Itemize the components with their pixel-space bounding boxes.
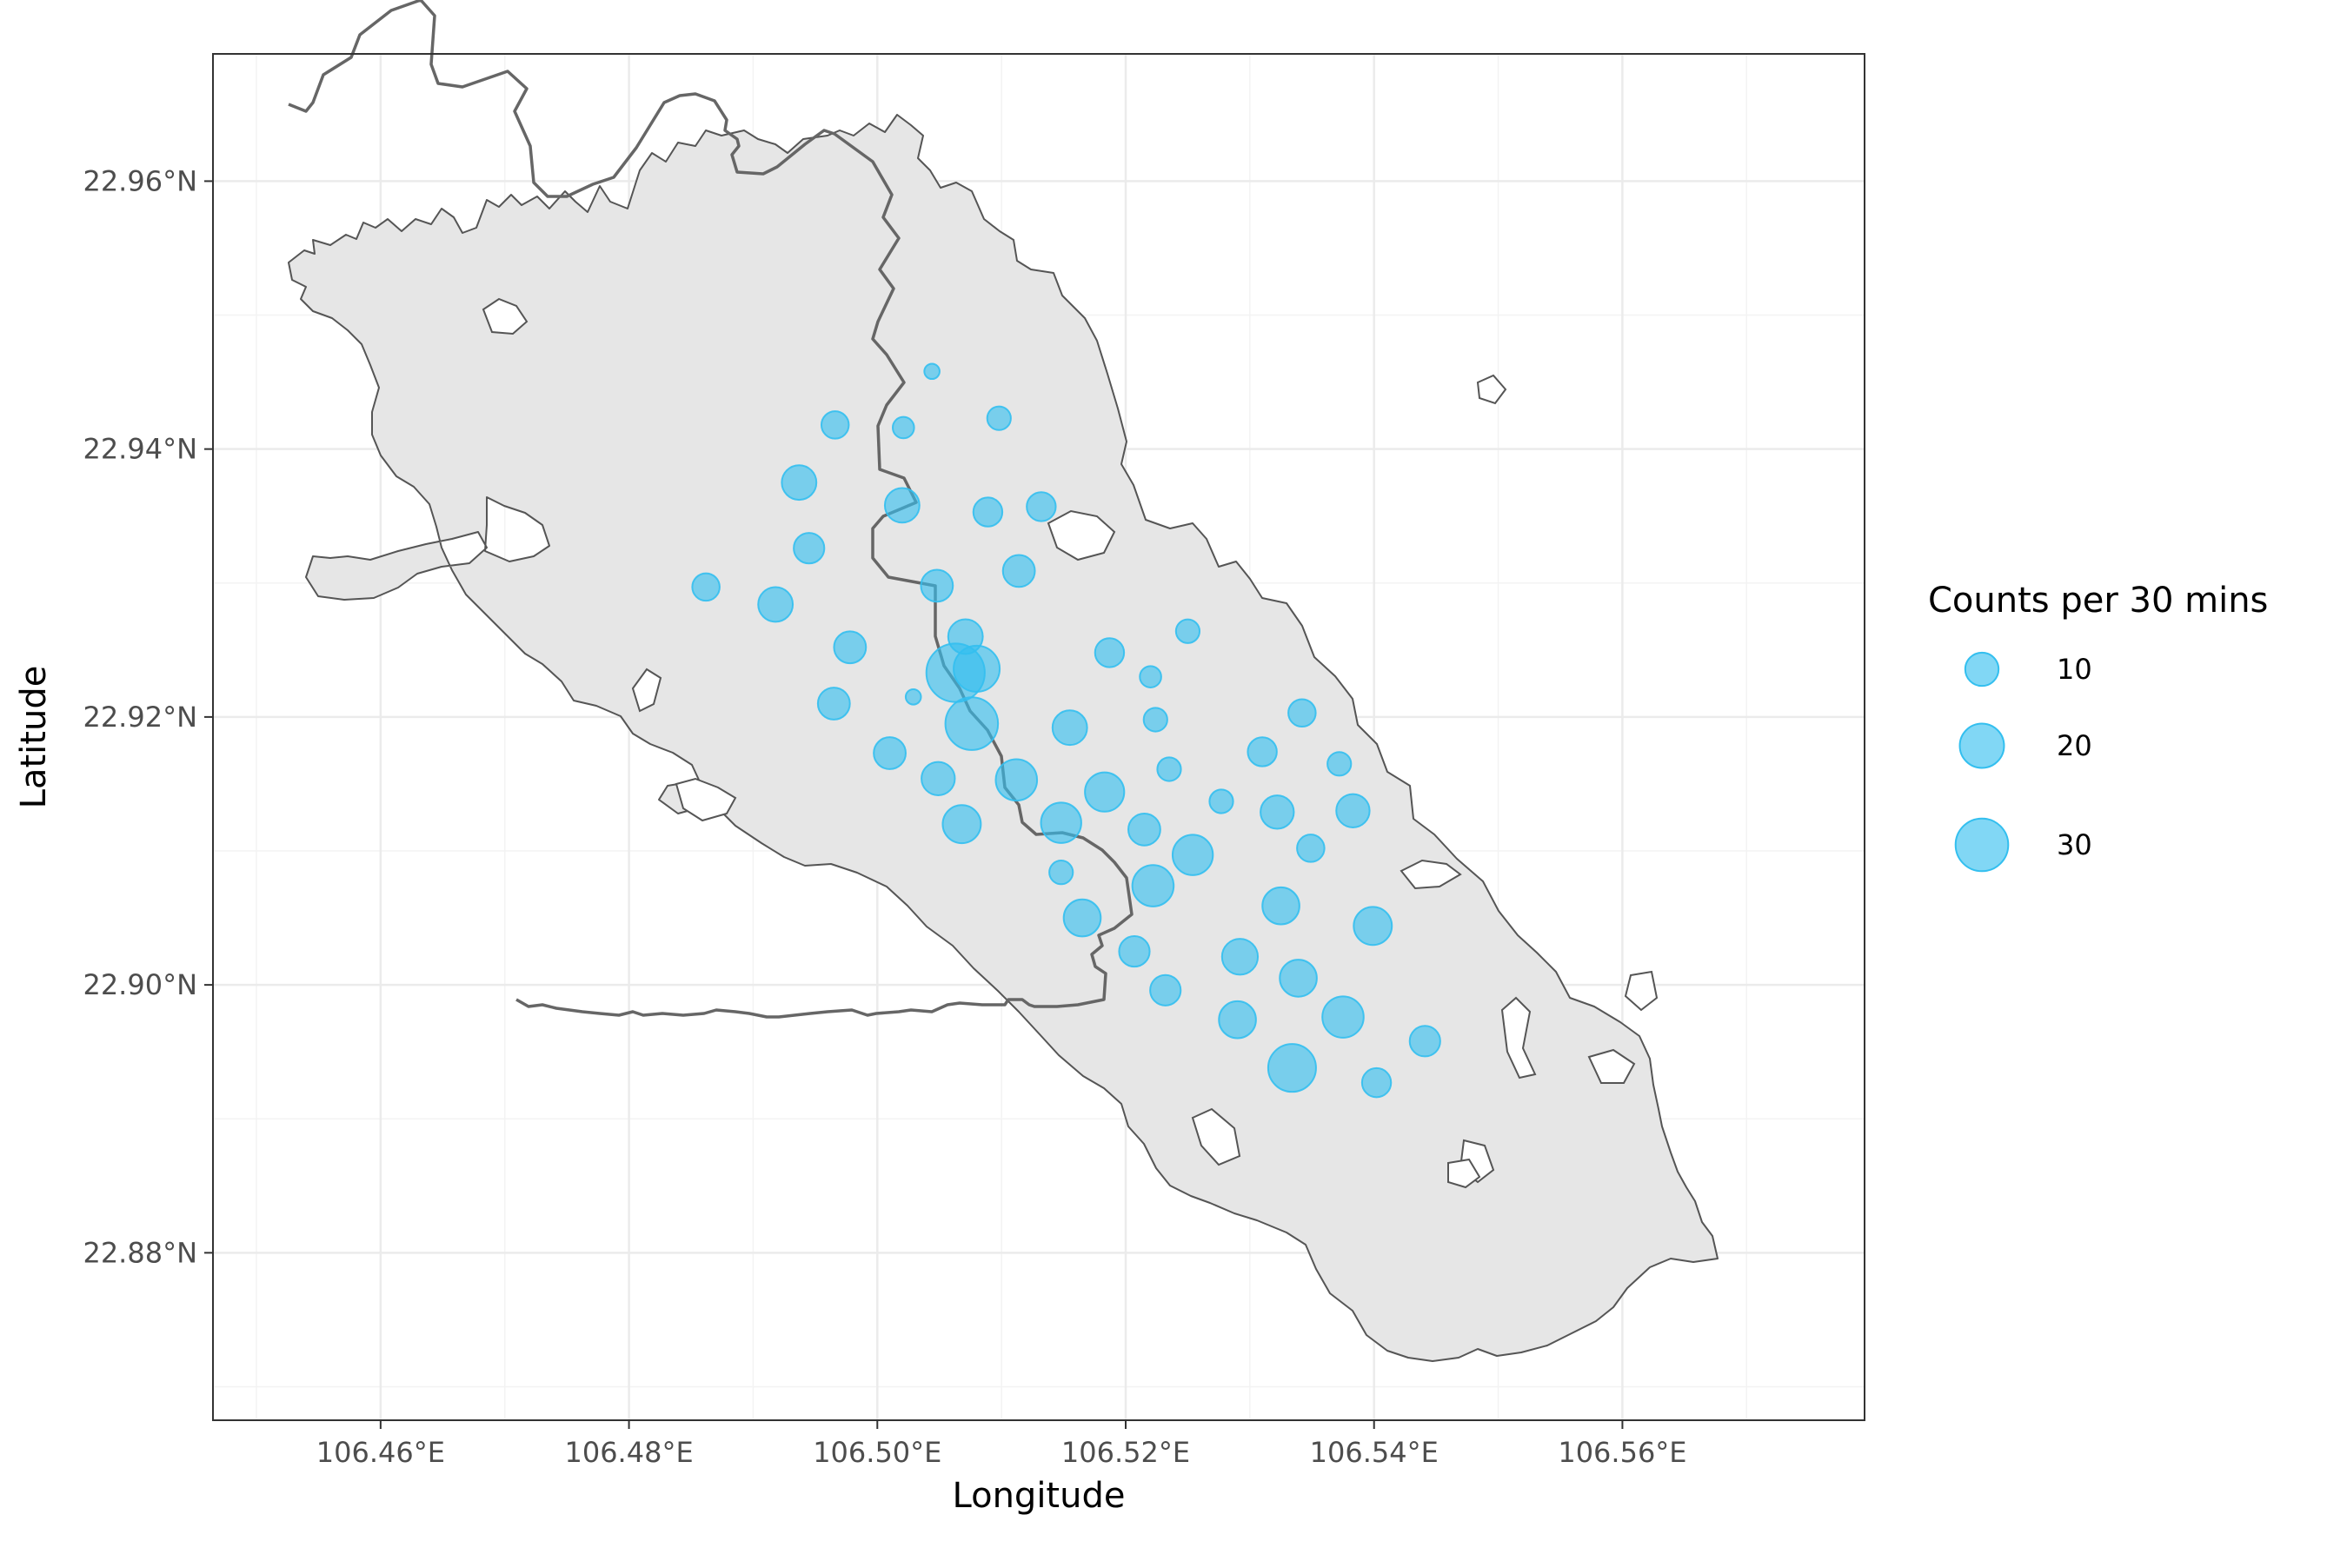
y-tick-label: 22.96°N [83,164,197,197]
count-point [1408,1025,1441,1058]
count-point [1321,995,1365,1039]
count-point [691,572,721,602]
legend-key-label: 20 [2057,729,2092,762]
y-axis-ticks: 22.88°N 22.90°N 22.92°N 22.94°N 22.96°N [83,164,213,1269]
count-point [1127,812,1161,847]
count-point [1261,886,1300,926]
y-axis-title: Latitude [14,666,54,809]
count-point [757,586,795,623]
legend-key-circle [1964,651,2000,688]
y-tick-label: 22.88°N [83,1236,197,1269]
x-tick-label: 106.56°E [1558,1436,1686,1469]
count-point [1142,707,1168,733]
count-point [873,736,907,770]
count-point [883,487,921,524]
legend-keys: 10 20 30 [1954,651,2092,873]
x-tick-label: 106.50°E [813,1436,941,1469]
y-tick-label: 22.94°N [83,433,197,466]
count-point [1208,788,1234,814]
region-hole [631,668,662,713]
count-point [1218,1000,1257,1040]
x-tick-label: 106.54°E [1310,1436,1439,1469]
y-tick-label: 22.90°N [83,968,197,1001]
count-point [1247,736,1278,767]
x-axis-title: Longitude [953,1476,1126,1516]
legend-key-label: 30 [2057,828,2092,861]
count-point [1287,698,1317,728]
count-point [1094,637,1126,668]
count-point [1171,834,1214,876]
count-point [1326,751,1353,777]
count-point [793,532,826,565]
count-point [994,758,1039,802]
legend: Counts per 30 mins 10 20 30 [1928,581,2268,873]
count-point [1139,665,1162,688]
legend-title: Counts per 30 mins [1928,581,2268,621]
count-point [953,644,1001,693]
count-point [1048,860,1074,886]
count-point [816,687,851,721]
count-point [1149,973,1182,1007]
count-point [1220,938,1260,976]
count-point [1131,864,1175,907]
count-point [1062,898,1102,938]
legend-key-circle [1958,722,2005,769]
count-point [833,630,868,665]
count-point [891,415,915,440]
count-point [1353,906,1393,947]
region-hole [1191,1107,1241,1166]
x-tick-label: 106.52°E [1061,1436,1190,1469]
y-tick-label: 22.92°N [83,701,197,734]
count-point [1335,793,1371,828]
region-hole [482,297,529,336]
count-point [986,405,1012,431]
count-point [1118,935,1151,968]
region-hole [1624,970,1659,1012]
count-points [691,362,1441,1099]
region-hole [675,777,737,822]
count-point [904,688,922,706]
count-point [972,496,1004,528]
study-region-shape [288,114,1719,1362]
administrative-border-line [288,0,1134,1019]
count-point [1267,1043,1317,1093]
x-tick-label: 106.46°E [316,1436,445,1469]
count-point [1360,1066,1393,1099]
region-hole [1400,859,1462,890]
count-point [1051,709,1088,747]
region-hole [1476,374,1507,405]
count-point [923,362,941,381]
count-point [1026,491,1057,522]
legend-key-label: 10 [2057,653,2092,686]
x-axis-ticks: 106.46°E 106.48°E 106.50°E 106.52°E 106.54°E… [316,1420,1687,1469]
legend-key-circle [1954,817,2010,873]
count-point [920,568,954,603]
region-hole [1500,996,1537,1080]
count-point [820,410,850,440]
count-point [1040,801,1082,844]
region-hole [1047,509,1116,561]
x-tick-label: 106.48°E [564,1436,693,1469]
region-holes [482,297,1659,1189]
count-point [1001,554,1036,588]
count-point [1174,618,1201,644]
count-point [1260,794,1295,830]
count-point [1296,834,1326,863]
count-point [1084,771,1126,813]
count-point [941,804,982,845]
count-point [781,464,818,502]
panel-border [212,53,1865,1421]
count-point [1279,959,1318,998]
count-point [921,761,956,796]
region-hole [1587,1048,1636,1084]
region-hole [1447,1158,1481,1189]
count-point [1156,756,1182,782]
count-point [944,696,1000,751]
